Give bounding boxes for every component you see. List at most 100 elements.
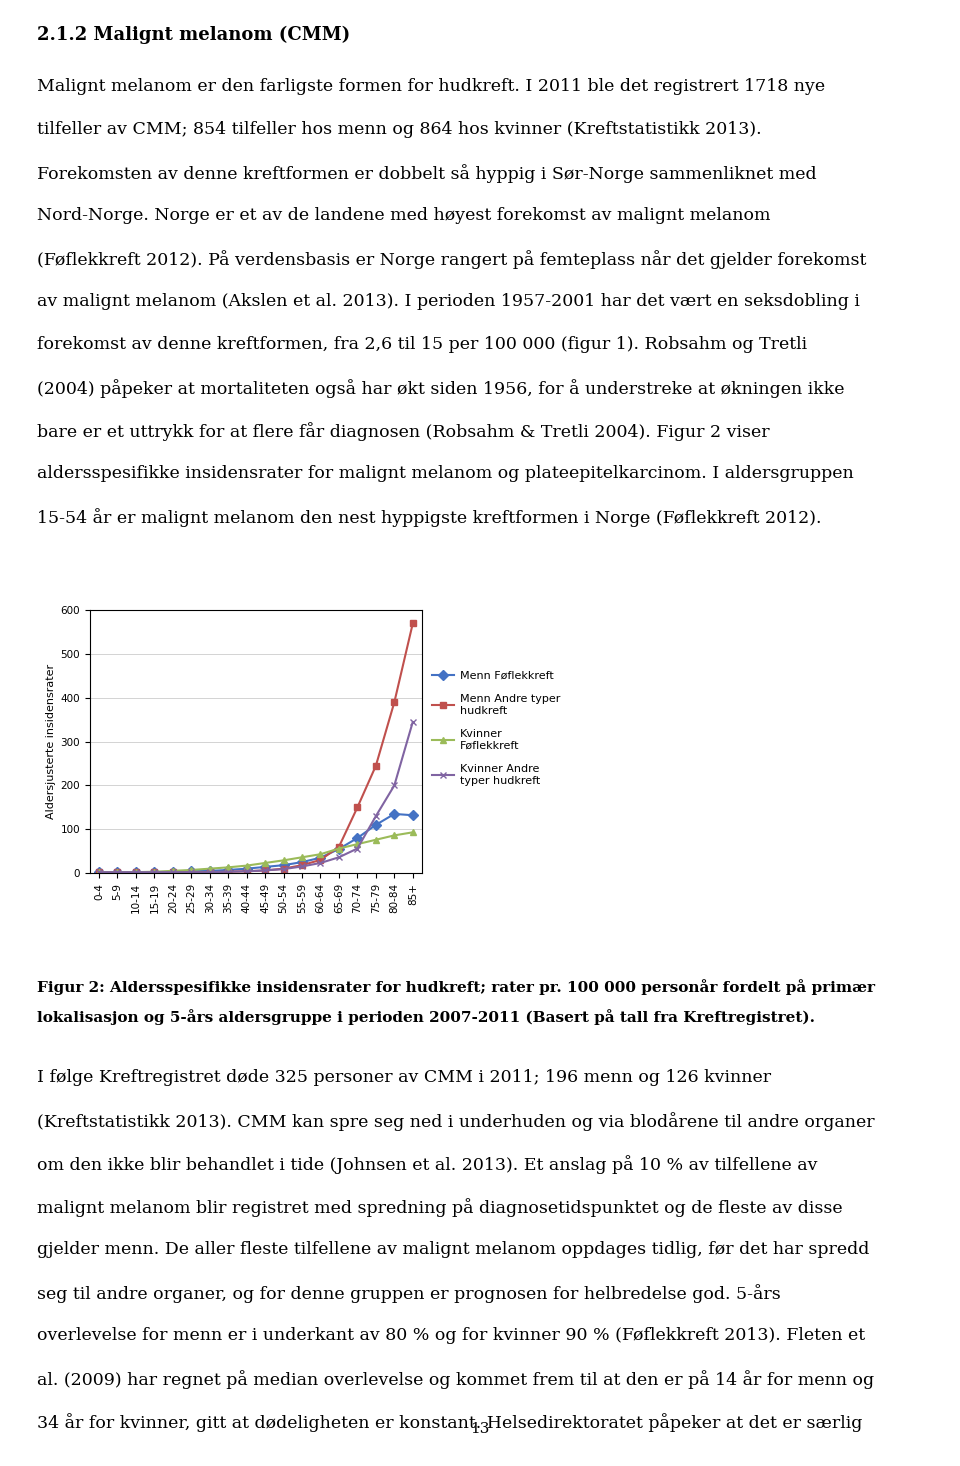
Kvinner
Føflekkreft	[223, 859, 234, 877]
Text: Forekomsten av denne kreftformen er dobbelt så hyppig i Sør-Norge sammenliknet m: Forekomsten av denne kreftformen er dobb…	[37, 164, 817, 183]
Text: (Kreftstatistikk 2013). CMM kan spre seg ned i underhuden og via blodårene til a: (Kreftstatistikk 2013). CMM kan spre seg…	[37, 1113, 875, 1130]
Text: aldersspesifikke insidensrater for malignt melanom og plateepitelkarcinom. I ald: aldersspesifikke insidensrater for malig…	[37, 465, 853, 482]
Text: gjelder menn. De aller fleste tilfellene av malignt melanom oppdages tidlig, før: gjelder menn. De aller fleste tilfellene…	[37, 1242, 870, 1258]
Kvinner Andre
typer hudkreft	[204, 863, 216, 881]
Menn Andre typer
hudkreft	[259, 862, 271, 880]
Kvinner Andre
typer hudkreft	[333, 849, 345, 866]
Text: 13: 13	[470, 1422, 490, 1437]
Menn Andre typer
hudkreft	[204, 863, 216, 881]
Text: om den ikke blir behandlet i tide (Johnsen et al. 2013). Et anslag på 10 % av ti: om den ikke blir behandlet i tide (Johns…	[37, 1155, 818, 1174]
Text: overlevelse for menn er i underkant av 80 % og for kvinner 90 % (Føflekkreft 201: overlevelse for menn er i underkant av 8…	[37, 1327, 865, 1344]
Kvinner Andre
typer hudkreft	[315, 855, 326, 872]
Menn Føflekkreft	[131, 863, 142, 881]
Kvinner
Føflekkreft	[333, 840, 345, 858]
Menn Andre typer
hudkreft	[315, 852, 326, 869]
Kvinner Andre
typer hudkreft	[149, 863, 160, 881]
Menn Andre typer
hudkreft	[111, 863, 123, 881]
Text: 15-54 år er malignt melanom den nest hyppigste kreftformen i Norge (Føflekkreft : 15-54 år er malignt melanom den nest hyp…	[37, 509, 822, 526]
Y-axis label: Aldersjusterte insidensrater: Aldersjusterte insidensrater	[46, 664, 57, 819]
Kvinner
Føflekkreft	[389, 827, 400, 844]
Menn Føflekkreft	[185, 862, 197, 880]
Kvinner
Føflekkreft	[407, 824, 419, 841]
Text: Malignt melanom er den farligste formen for hudkreft. I 2011 ble det registrert : Malignt melanom er den farligste formen …	[37, 78, 826, 95]
Kvinner Andre
typer hudkreft	[371, 808, 382, 825]
Kvinner Andre
typer hudkreft	[93, 863, 105, 881]
Menn Føflekkreft	[223, 861, 234, 878]
Kvinner
Føflekkreft	[371, 831, 382, 849]
Kvinner
Føflekkreft	[93, 863, 105, 881]
Kvinner
Føflekkreft	[111, 863, 123, 881]
Text: lokalisasjon og 5-års aldersgruppe i perioden 2007-2011 (Basert på tall fra Kref: lokalisasjon og 5-års aldersgruppe i per…	[37, 1009, 815, 1025]
Kvinner
Føflekkreft	[297, 849, 308, 866]
Text: (Føflekkreft 2012). På verdensbasis er Norge rangert på femteplass når det gjeld: (Føflekkreft 2012). På verdensbasis er N…	[37, 251, 866, 268]
Menn Føflekkreft	[315, 849, 326, 866]
Text: forekomst av denne kreftformen, fra 2,6 til 15 per 100 000 (figur 1). Robsahm og: forekomst av denne kreftformen, fra 2,6 …	[37, 336, 807, 353]
Kvinner Andre
typer hudkreft	[241, 862, 252, 880]
Text: tilfeller av CMM; 854 tilfeller hos menn og 864 hos kvinner (Kreftstatistikk 201: tilfeller av CMM; 854 tilfeller hos menn…	[37, 122, 761, 138]
Menn Andre typer
hudkreft	[371, 756, 382, 774]
Legend: Menn Føflekkreft, Menn Andre typer
hudkreft, Kvinner
Føflekkreft, Kvinner Andre
: Menn Føflekkreft, Menn Andre typer hudkr…	[427, 667, 564, 790]
Menn Føflekkreft	[333, 840, 345, 858]
Menn Føflekkreft	[204, 862, 216, 880]
Kvinner Andre
typer hudkreft	[185, 863, 197, 881]
Kvinner Andre
typer hudkreft	[389, 777, 400, 795]
Menn Andre typer
hudkreft	[149, 863, 160, 881]
Kvinner
Føflekkreft	[259, 855, 271, 872]
Line: Menn Andre typer
hudkreft: Menn Andre typer hudkreft	[96, 620, 417, 875]
Line: Kvinner
Føflekkreft: Kvinner Føflekkreft	[96, 828, 417, 875]
Kvinner
Føflekkreft	[185, 861, 197, 878]
Kvinner Andre
typer hudkreft	[297, 858, 308, 875]
Kvinner Andre
typer hudkreft	[131, 863, 142, 881]
Kvinner
Føflekkreft	[351, 836, 363, 853]
Menn Føflekkreft	[241, 861, 252, 878]
Menn Andre typer
hudkreft	[333, 839, 345, 856]
Kvinner Andre
typer hudkreft	[223, 863, 234, 881]
Menn Føflekkreft	[371, 817, 382, 834]
Menn Andre typer
hudkreft	[185, 863, 197, 881]
Menn Føflekkreft	[167, 863, 179, 881]
Line: Menn Føflekkreft: Menn Føflekkreft	[96, 811, 417, 875]
Text: av malignt melanom (Akslen et al. 2013). I perioden 1957-2001 har det vært en se: av malignt melanom (Akslen et al. 2013).…	[37, 293, 860, 309]
Text: bare er et uttrykk for at flere får diagnosen (Robsahm & Tretli 2004). Figur 2 v: bare er et uttrykk for at flere får diag…	[37, 422, 770, 441]
Kvinner
Føflekkreft	[241, 856, 252, 874]
Menn Føflekkreft	[351, 830, 363, 847]
Menn Andre typer
hudkreft	[167, 863, 179, 881]
Kvinner Andre
typer hudkreft	[277, 861, 289, 878]
Kvinner Andre
typer hudkreft	[407, 712, 419, 730]
Menn Føflekkreft	[407, 806, 419, 824]
Kvinner Andre
typer hudkreft	[111, 863, 123, 881]
Kvinner Andre
typer hudkreft	[167, 863, 179, 881]
Menn Andre typer
hudkreft	[241, 862, 252, 880]
Menn Føflekkreft	[277, 856, 289, 874]
Menn Føflekkreft	[111, 863, 123, 881]
Menn Føflekkreft	[93, 863, 105, 881]
Text: (2004) påpeker at mortaliteten også har økt siden 1956, for å understreke at økn: (2004) påpeker at mortaliteten også har …	[37, 380, 845, 397]
Menn Føflekkreft	[389, 805, 400, 822]
Kvinner
Føflekkreft	[277, 852, 289, 869]
Text: I følge Kreftregistret døde 325 personer av CMM i 2011; 196 menn og 126 kvinner: I følge Kreftregistret døde 325 personer…	[37, 1069, 771, 1086]
Line: Kvinner Andre
typer hudkreft: Kvinner Andre typer hudkreft	[96, 718, 417, 875]
Text: malignt melanom blir registret med spredning på diagnosetidspunktet og de fleste: malignt melanom blir registret med spred…	[37, 1198, 843, 1217]
Menn Andre typer
hudkreft	[389, 693, 400, 711]
Text: 2.1.2 Malignt melanom (CMM): 2.1.2 Malignt melanom (CMM)	[37, 26, 350, 44]
Kvinner Andre
typer hudkreft	[259, 862, 271, 880]
Kvinner
Føflekkreft	[131, 863, 142, 881]
Kvinner
Føflekkreft	[149, 863, 160, 881]
Menn Andre typer
hudkreft	[351, 799, 363, 817]
Menn Andre typer
hudkreft	[407, 614, 419, 632]
Text: Nord-Norge. Norge er et av de landene med høyest forekomst av malignt melanom: Nord-Norge. Norge er et av de landene me…	[37, 207, 771, 224]
Kvinner
Føflekkreft	[204, 861, 216, 878]
Kvinner Andre
typer hudkreft	[351, 840, 363, 858]
Text: seg til andre organer, og for denne gruppen er prognosen for helbredelse god. 5-: seg til andre organer, og for denne grup…	[37, 1284, 780, 1303]
Menn Andre typer
hudkreft	[93, 863, 105, 881]
Menn Andre typer
hudkreft	[131, 863, 142, 881]
Menn Føflekkreft	[297, 853, 308, 871]
Text: Figur 2: Aldersspesifikke insidensrater for hudkreft; rater pr. 100 000 personår: Figur 2: Aldersspesifikke insidensrater …	[37, 979, 875, 995]
Menn Føflekkreft	[259, 858, 271, 875]
Kvinner
Føflekkreft	[315, 846, 326, 863]
Menn Andre typer
hudkreft	[223, 863, 234, 881]
Menn Andre typer
hudkreft	[297, 856, 308, 874]
Text: al. (2009) har regnet på median overlevelse og kommet frem til at den er på 14 å: al. (2009) har regnet på median overleve…	[37, 1371, 875, 1388]
Text: 34 år for kvinner, gitt at dødeligheten er konstant. Helsedirektoratet påpeker a: 34 år for kvinner, gitt at dødeligheten …	[37, 1413, 862, 1432]
Menn Føflekkreft	[149, 863, 160, 881]
